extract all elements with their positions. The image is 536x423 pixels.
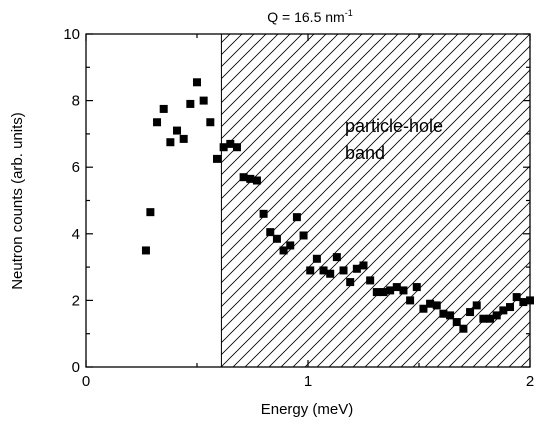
data-point (512, 293, 521, 302)
shaded-region-label-line-1: particle-hole (345, 116, 443, 136)
chart-title: Q = 16.5 nm-1 (267, 8, 352, 25)
data-point (306, 266, 315, 275)
data-point (479, 314, 488, 323)
data-point (399, 286, 408, 295)
data-point (212, 154, 221, 163)
data-point (159, 104, 168, 113)
y-axis-label: Neutron counts (arb. units) (9, 112, 26, 290)
y-tick-label: 0 (72, 359, 80, 376)
x-tick-label: 0 (82, 373, 90, 390)
data-point (252, 176, 261, 185)
data-point (286, 241, 295, 250)
data-point (179, 134, 188, 143)
data-point (332, 253, 341, 262)
data-point (486, 314, 495, 323)
data-point (379, 288, 388, 297)
data-point (466, 308, 475, 317)
data-point (199, 96, 208, 105)
x-axis-label: Energy (meV) (261, 401, 354, 418)
data-point (519, 298, 528, 307)
y-tick-label: 2 (72, 292, 80, 309)
data-markers (141, 78, 534, 333)
data-point (232, 143, 241, 152)
data-point (186, 99, 195, 108)
data-point (226, 139, 235, 148)
data-point (426, 299, 435, 308)
data-point (506, 303, 515, 312)
chart-title-text: Q = 16.5 nm (267, 9, 344, 25)
data-point (492, 311, 501, 320)
data-point (346, 278, 355, 287)
data-point (372, 288, 381, 297)
data-point (299, 231, 308, 240)
y-tick-label: 8 (72, 93, 80, 110)
shaded-region-label-line-2: band (345, 143, 385, 163)
data-point (146, 208, 155, 217)
data-point (419, 304, 428, 313)
data-point (219, 143, 228, 152)
y-tick-label: 10 (63, 26, 80, 43)
data-point (193, 78, 201, 87)
data-point (279, 246, 288, 255)
data-point (239, 173, 248, 182)
data-point (326, 269, 335, 278)
data-point (452, 318, 461, 327)
x-tick-label: 2 (526, 373, 534, 390)
data-point (339, 266, 348, 275)
data-point (366, 276, 375, 285)
data-point (292, 213, 301, 222)
data-point (406, 296, 415, 305)
data-point (359, 261, 368, 270)
data-point (153, 118, 162, 127)
data-point (272, 234, 281, 243)
data-point (392, 283, 401, 292)
data-point (439, 309, 448, 318)
data-point (432, 301, 441, 310)
data-point (312, 254, 321, 263)
data-point (446, 311, 455, 320)
data-point (499, 306, 508, 315)
data-point (472, 301, 481, 310)
data-point (319, 266, 328, 275)
data-point (166, 138, 175, 147)
data-point (412, 283, 421, 292)
data-point (266, 228, 275, 237)
data-point (259, 209, 268, 218)
particle-hole-band-region (220, 33, 531, 368)
data-point (206, 118, 215, 127)
data-point (246, 174, 255, 183)
data-point (459, 324, 468, 333)
axis-ticks: 0 1 2 0 2 4 6 8 10 (63, 26, 534, 390)
chart-title-superscript: -1 (345, 8, 353, 18)
data-point (173, 126, 182, 135)
y-tick-label: 4 (72, 226, 80, 243)
data-point (352, 264, 361, 273)
data-point (386, 286, 395, 295)
y-tick-label: 6 (72, 159, 80, 176)
data-point (141, 246, 150, 255)
x-tick-label: 1 (304, 373, 312, 390)
